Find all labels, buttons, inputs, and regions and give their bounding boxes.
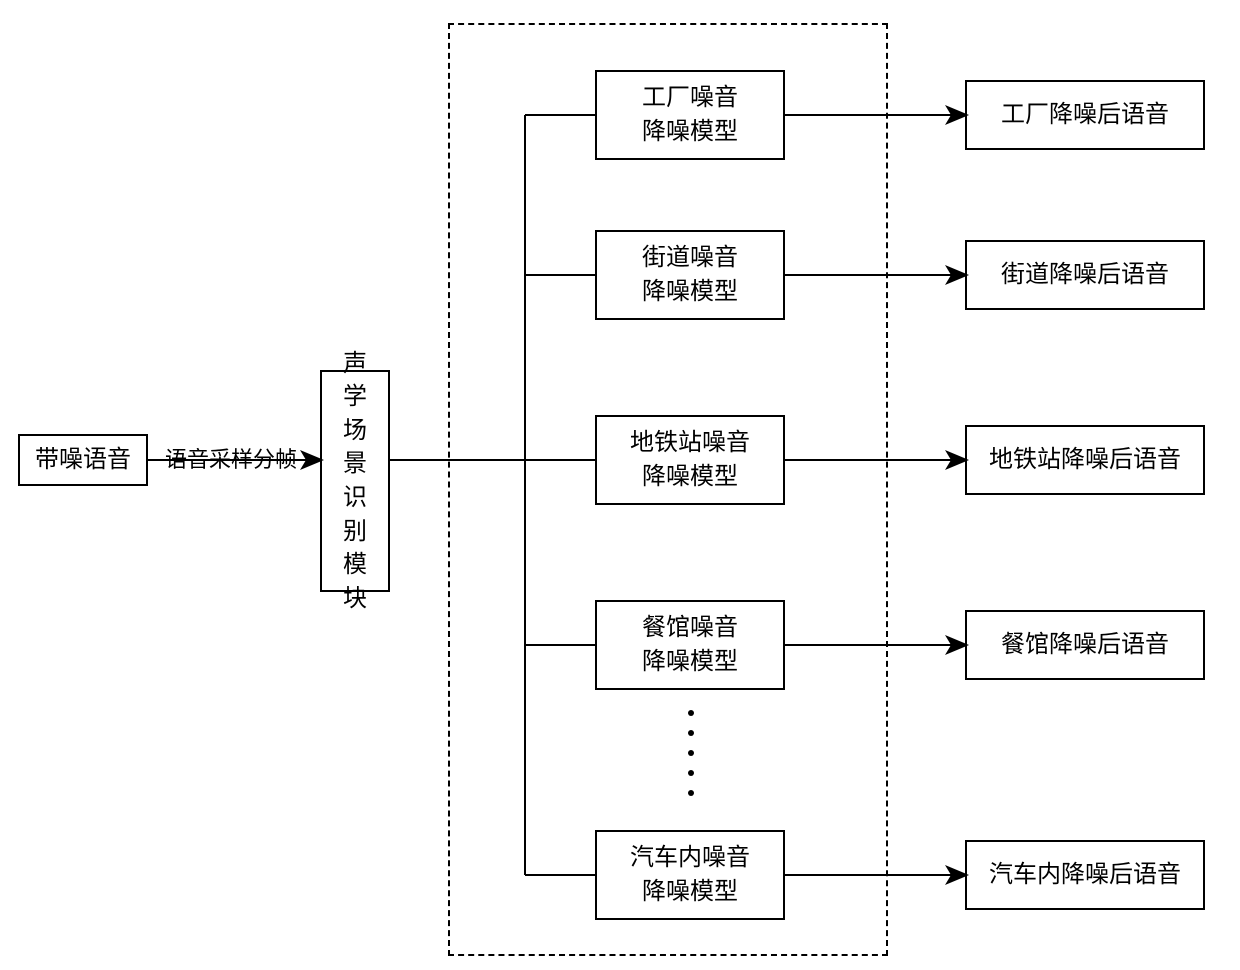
input-node-label: 带噪语音 [35, 443, 131, 477]
dot-icon [688, 790, 694, 796]
output-factory-node: 工厂降噪后语音 [965, 80, 1205, 150]
model-street-node: 街道噪音 降噪模型 [595, 230, 785, 320]
input-node: 带噪语音 [18, 434, 148, 486]
output-car-label: 汽车内降噪后语音 [989, 858, 1181, 892]
output-restaurant-node: 餐馆降噪后语音 [965, 610, 1205, 680]
output-factory-label: 工厂降噪后语音 [1001, 98, 1169, 132]
ellipsis-icon [688, 710, 694, 796]
output-street-node: 街道降噪后语音 [965, 240, 1205, 310]
model-factory-label: 工厂噪音 降噪模型 [642, 81, 738, 148]
dot-icon [688, 770, 694, 776]
model-factory-node: 工厂噪音 降噪模型 [595, 70, 785, 160]
scene-module-node: 声学场景识别模块 [320, 370, 390, 592]
model-subway-label: 地铁站噪音 降噪模型 [630, 426, 750, 493]
model-restaurant-label: 餐馆噪音 降噪模型 [642, 611, 738, 678]
output-restaurant-label: 餐馆降噪后语音 [1001, 628, 1169, 662]
edge-label-sampling: 语音采样分帧 [165, 442, 297, 474]
output-subway-node: 地铁站降噪后语音 [965, 425, 1205, 495]
dot-icon [688, 750, 694, 756]
dot-icon [688, 730, 694, 736]
output-car-node: 汽车内降噪后语音 [965, 840, 1205, 910]
model-car-label: 汽车内噪音 降噪模型 [630, 841, 750, 908]
scene-module-label: 声学场景识别模块 [343, 347, 367, 616]
model-restaurant-node: 餐馆噪音 降噪模型 [595, 600, 785, 690]
model-car-node: 汽车内噪音 降噪模型 [595, 830, 785, 920]
model-subway-node: 地铁站噪音 降噪模型 [595, 415, 785, 505]
output-subway-label: 地铁站降噪后语音 [989, 443, 1181, 477]
model-street-label: 街道噪音 降噪模型 [642, 241, 738, 308]
flowchart-diagram: 带噪语音 声学场景识别模块 工厂噪音 降噪模型 街道噪音 降噪模型 地铁站噪音 … [0, 0, 1240, 970]
dot-icon [688, 710, 694, 716]
output-street-label: 街道降噪后语音 [1001, 258, 1169, 292]
